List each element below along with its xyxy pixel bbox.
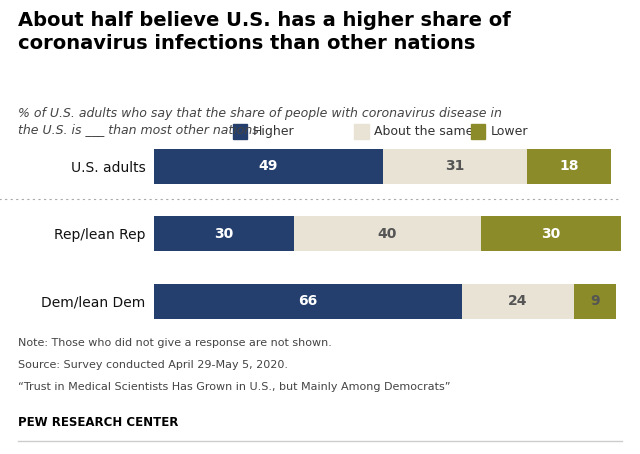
Text: 49: 49: [259, 159, 278, 173]
Text: 24: 24: [508, 294, 528, 308]
Bar: [527, 149, 611, 184]
Bar: [154, 216, 294, 251]
Text: Lower: Lower: [491, 125, 529, 138]
Text: 30: 30: [541, 227, 561, 241]
Text: % of U.S. adults who say that the share of people with coronavirus disease in
th: % of U.S. adults who say that the share …: [18, 107, 502, 136]
Text: Source: Survey conducted April 29-May 5, 2020.: Source: Survey conducted April 29-May 5,…: [18, 360, 288, 370]
Text: Higher: Higher: [253, 125, 294, 138]
Bar: [154, 284, 462, 319]
Text: 40: 40: [378, 227, 397, 241]
Text: 30: 30: [214, 227, 234, 241]
Bar: [355, 124, 369, 139]
Text: About the same: About the same: [374, 125, 474, 138]
Bar: [154, 149, 383, 184]
Bar: [383, 149, 527, 184]
Bar: [294, 216, 481, 251]
Bar: [233, 124, 247, 139]
Text: “Trust in Medical Scientists Has Grown in U.S., but Mainly Among Democrats”: “Trust in Medical Scientists Has Grown i…: [18, 382, 451, 392]
Bar: [471, 124, 485, 139]
Text: 18: 18: [559, 159, 579, 173]
Bar: [462, 284, 574, 319]
Text: Note: Those who did not give a response are not shown.: Note: Those who did not give a response …: [18, 338, 332, 348]
Text: 31: 31: [445, 159, 465, 173]
Text: 9: 9: [590, 294, 600, 308]
Text: 66: 66: [298, 294, 317, 308]
Bar: [574, 284, 616, 319]
Bar: [481, 216, 621, 251]
Text: PEW RESEARCH CENTER: PEW RESEARCH CENTER: [18, 416, 179, 429]
Text: About half believe U.S. has a higher share of
coronavirus infections than other : About half believe U.S. has a higher sha…: [18, 11, 511, 53]
